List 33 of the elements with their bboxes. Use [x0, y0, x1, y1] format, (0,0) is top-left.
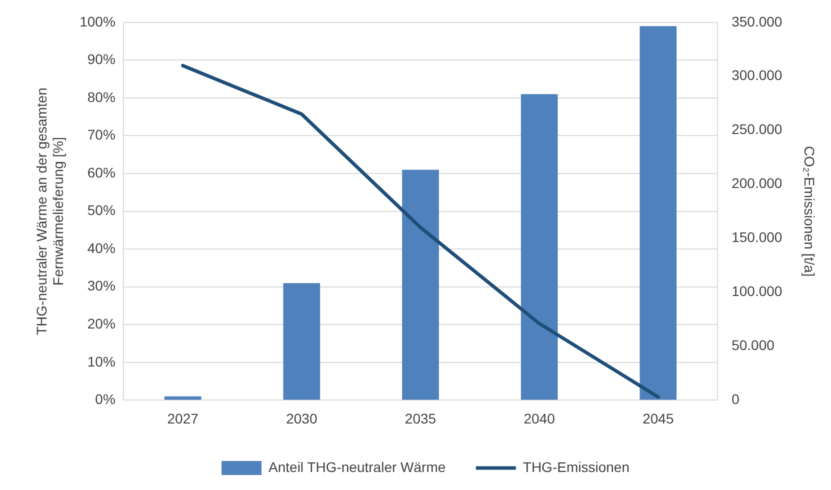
y-tick-label: 40%: [87, 240, 116, 256]
y-tick-label: 0%: [95, 391, 116, 408]
bar: [520, 94, 558, 400]
y2-tick-label: 100.000: [732, 283, 782, 300]
x-tick-label: 2027: [167, 410, 199, 426]
bar: [164, 396, 202, 400]
y-tick-label: 90%: [87, 51, 116, 68]
bar: [640, 26, 677, 400]
y2-tick-label: 150.000: [732, 229, 782, 246]
y2-tick-label: 250.000: [732, 121, 782, 138]
legend-label: Anteil THG-neutraler Wärme: [268, 458, 446, 475]
y2-tick-label: 200.000: [732, 175, 782, 192]
y-tick-label: 30%: [87, 278, 116, 294]
x-tick-label: 2035: [404, 410, 436, 426]
y-tick-label: 70%: [87, 126, 116, 143]
x-tick-label: 2030: [286, 410, 318, 426]
y2-axis-title: CO₂-Emissionen [t/a]: [802, 146, 818, 277]
y-tick-label: 10%: [87, 353, 116, 370]
y-tick-label: 20%: [87, 316, 116, 332]
y-tick-label: 80%: [87, 88, 116, 105]
y2-tick-label: 50.000: [732, 337, 775, 354]
y-tick-label: 100%: [80, 13, 116, 30]
x-tick-label: 2045: [642, 410, 674, 426]
bar: [283, 283, 320, 400]
x-tick-label: 2040: [524, 410, 556, 426]
y2-tick-label: 300.000: [732, 67, 782, 84]
bar: [402, 170, 439, 400]
y2-tick-label: 350.000: [732, 13, 782, 30]
y-axis-title: THG-neutraler Wärme an der gesamten Fernwärmelieferung [%]: [33, 88, 66, 336]
y-tick-label: 60%: [87, 164, 116, 180]
y2-tick-label: 0: [732, 391, 740, 408]
legend-label: THG-Emissionen: [522, 458, 630, 475]
y-tick-label: 50%: [87, 202, 116, 218]
